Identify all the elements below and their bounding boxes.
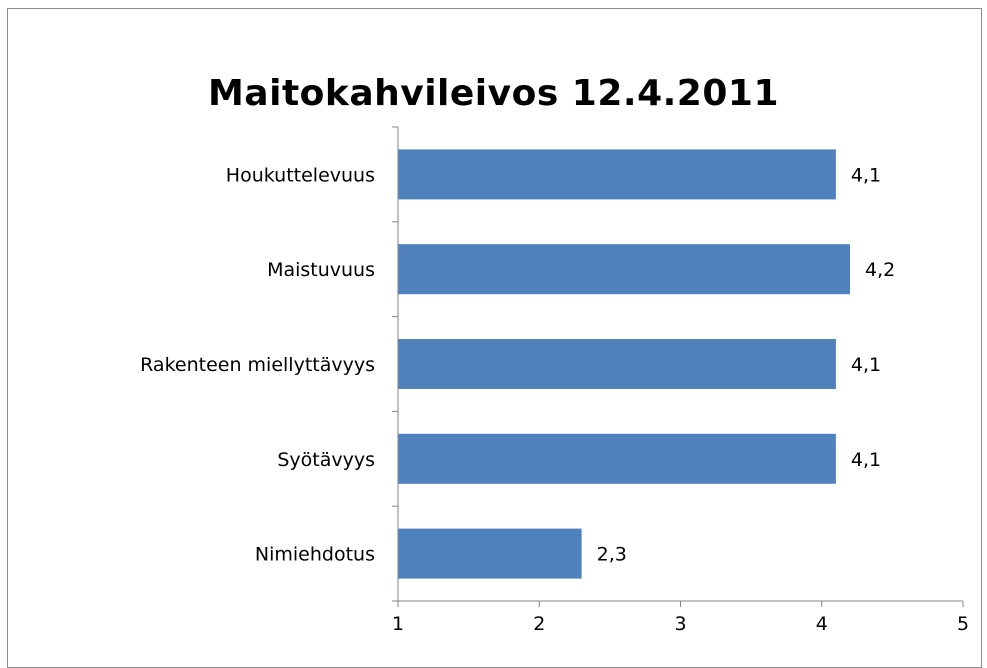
bar-3 (398, 433, 836, 484)
x-tick-label: 5 (957, 613, 969, 635)
data-label: 4,1 (851, 354, 881, 376)
x-tick-label: 4 (816, 613, 828, 635)
data-label: 4,1 (851, 164, 881, 186)
bar-0 (398, 149, 836, 200)
data-label: 2,3 (597, 544, 627, 566)
chart-title: Maitokahvileivos 12.4.2011 (207, 73, 780, 114)
bar-1 (398, 244, 850, 295)
category-label: Rakenteen miellyttävyys (140, 354, 375, 376)
category-label: Maistuvuus (267, 259, 375, 281)
bar-2 (398, 339, 836, 389)
x-tick-label: 3 (674, 613, 686, 635)
category-label: Houkuttelevuus (226, 164, 375, 186)
category-label: Syötävyys (277, 449, 375, 471)
data-label: 4,1 (851, 449, 881, 471)
category-label: Nimiehdotus (255, 544, 375, 566)
bar-chart: Houkuttelevuus 4,1 Maistuvuus 4,2 Rakenteen … (140, 126, 969, 635)
x-tick-label: 2 (533, 613, 545, 635)
x-tick-label: 1 (392, 613, 404, 635)
data-label: 4,2 (865, 259, 895, 281)
bar-4 (398, 528, 582, 579)
